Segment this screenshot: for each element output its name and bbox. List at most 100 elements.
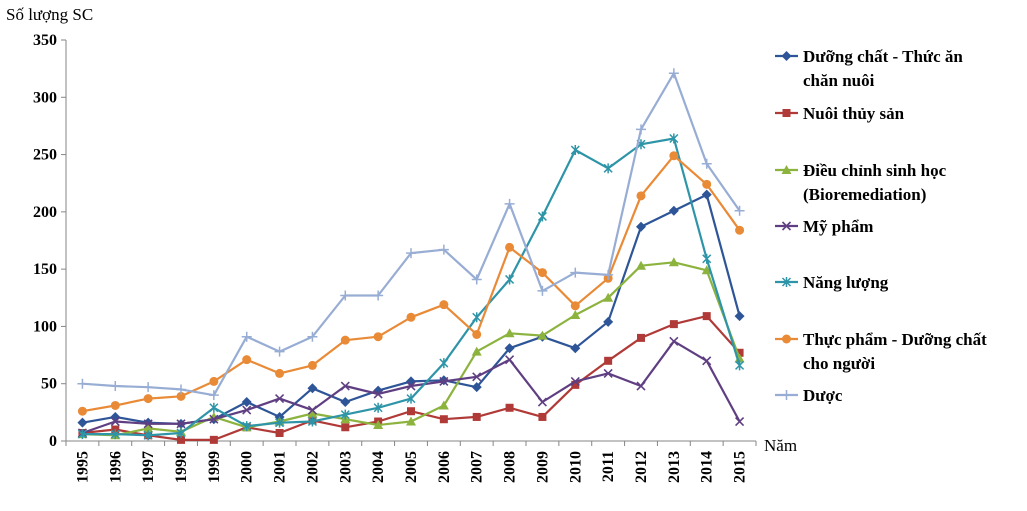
data-point	[471, 274, 482, 285]
x-tick-label: 1998	[173, 451, 190, 483]
data-point	[669, 336, 679, 346]
data-point	[373, 290, 384, 301]
data-point	[373, 419, 384, 429]
data-point	[208, 390, 219, 401]
data-point	[472, 412, 481, 421]
data-point	[110, 429, 120, 440]
data-point	[504, 328, 515, 338]
x-tick-label: 2010	[567, 451, 584, 483]
data-point	[406, 416, 416, 426]
data-point	[242, 355, 252, 365]
data-point	[275, 428, 284, 437]
data-point	[636, 124, 646, 135]
data-point	[209, 414, 219, 424]
data-point	[702, 312, 711, 321]
y-tick-label: 150	[33, 261, 57, 278]
x-tick-label: 2007	[469, 451, 486, 483]
data-point	[537, 268, 547, 278]
series-line	[82, 72, 741, 397]
data-point	[781, 390, 792, 400]
data-point	[735, 348, 744, 357]
data-point	[307, 383, 318, 394]
y-axis-title: Số lượng SC	[6, 5, 93, 24]
data-point	[373, 332, 383, 342]
y-tick-label: 350	[33, 32, 57, 49]
x-tick-label: 2012	[633, 451, 650, 483]
data-point	[781, 51, 792, 61]
data-point	[176, 419, 186, 429]
x-tick-label: 2014	[699, 451, 716, 483]
data-point	[504, 198, 515, 209]
x-tick-label: 2002	[304, 451, 321, 483]
x-tick-label: 2003	[337, 451, 354, 483]
data-point	[438, 244, 449, 255]
legend-entry: Dưỡng chất - Thức ăn chăn nuôi	[775, 47, 963, 90]
data-point	[177, 435, 185, 444]
data-point	[143, 394, 153, 404]
x-tick-label: 2008	[502, 451, 519, 483]
data-point	[570, 343, 581, 354]
data-point	[110, 416, 120, 427]
x-tick-label: 2000	[239, 451, 256, 483]
data-point	[373, 389, 383, 399]
data-point	[570, 267, 581, 278]
data-point	[505, 403, 514, 412]
data-point	[406, 248, 416, 259]
y-tick-label: 300	[33, 89, 57, 106]
legend-entry: Thực phẩm - Dưỡng chất cho người	[775, 330, 987, 373]
x-tick-label: 2013	[666, 451, 683, 483]
data-point	[637, 333, 645, 342]
x-tick-label: 1999	[206, 451, 223, 483]
legend-label: (Bioremediation)	[803, 185, 926, 204]
data-point	[668, 257, 679, 267]
data-point	[209, 402, 219, 413]
x-tick-label: 2011	[600, 451, 617, 482]
data-point	[669, 151, 679, 161]
data-point	[570, 309, 581, 319]
data-point	[702, 179, 712, 189]
data-point	[471, 382, 482, 393]
axes: 0 50 100 150 200 250 300 350 1995 1996 1997 1998 199…	[33, 32, 757, 483]
data-point	[275, 417, 285, 428]
data-point	[242, 421, 252, 432]
legend-label: Nuôi thủy sản	[803, 104, 905, 123]
data-point	[538, 412, 547, 421]
data-point	[307, 408, 318, 418]
x-tick-label: 2015	[732, 451, 749, 483]
x-tick-label: 1997	[140, 451, 157, 483]
x-tick-label: 2005	[403, 451, 420, 483]
data-point	[735, 416, 745, 427]
legend-entry: Năng lượng	[775, 273, 889, 292]
data-point	[307, 405, 317, 415]
y-tick-label: 250	[33, 147, 57, 164]
series-0	[77, 189, 745, 429]
data-point	[407, 407, 415, 416]
series-5	[77, 151, 745, 416]
data-point	[505, 274, 515, 285]
legend-entry: Mỹ phẩm	[775, 217, 873, 236]
data-point	[176, 384, 186, 395]
data-point	[702, 253, 712, 264]
x-tick-label: 1995	[74, 451, 91, 483]
data-point	[77, 406, 87, 416]
data-point	[439, 358, 449, 369]
data-point	[438, 400, 449, 410]
data-point	[340, 409, 350, 420]
legend: Dưỡng chất - Thức ăn chăn nuôi Nuôi thủy s…	[775, 47, 987, 405]
data-point	[472, 329, 482, 339]
data-point	[110, 381, 121, 392]
data-point	[537, 397, 547, 407]
data-point	[636, 381, 646, 391]
data-point	[209, 376, 219, 386]
data-point	[571, 380, 580, 389]
data-point	[274, 346, 285, 357]
data-point	[701, 189, 712, 200]
data-point	[439, 415, 448, 424]
data-point	[275, 368, 285, 378]
legend-entry: Nuôi thủy sản	[775, 104, 905, 123]
data-point	[143, 423, 154, 433]
data-point	[176, 391, 186, 401]
y-tick-label: 100	[33, 318, 57, 335]
y-tick-label: 50	[41, 376, 57, 393]
